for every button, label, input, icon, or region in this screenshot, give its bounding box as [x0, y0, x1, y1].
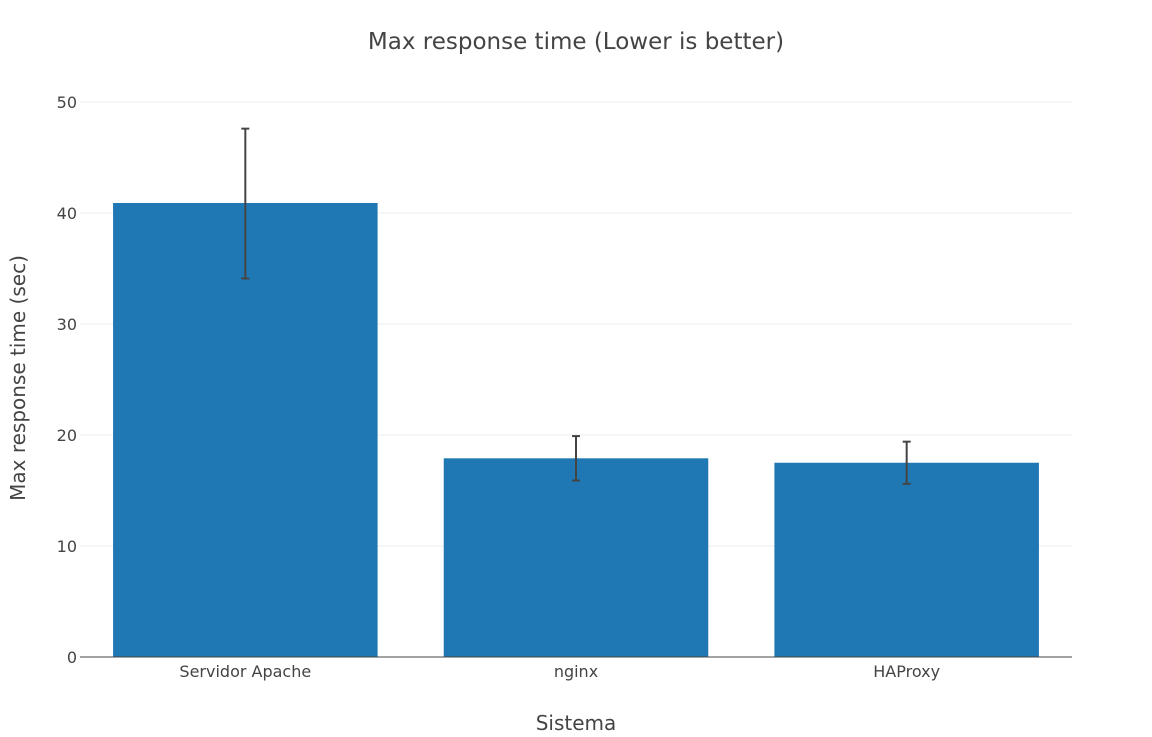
y-tick-label: 50	[57, 93, 77, 112]
x-tick-label: nginx	[554, 662, 598, 681]
x-tick-label: Servidor Apache	[179, 662, 311, 681]
y-axis-title: Max response time (sec)	[6, 255, 30, 501]
x-axis-title: Sistema	[536, 711, 617, 735]
y-tick-label: 0	[67, 648, 77, 667]
chart-title: Max response time (Lower is better)	[368, 29, 784, 55]
y-tick-label: 10	[57, 537, 77, 556]
error-bar	[902, 440, 911, 485]
y-tick-label: 20	[57, 426, 77, 445]
bar	[774, 462, 1039, 657]
error-bars	[241, 127, 911, 485]
x-tick-label: HAProxy	[873, 662, 940, 681]
x-tick-labels: Servidor Apache nginx HAProxy	[179, 662, 940, 681]
y-tick-labels: 0 10 20 30 40 50	[57, 93, 77, 667]
y-tick-label: 30	[57, 315, 77, 334]
error-bar	[572, 435, 580, 482]
y-tick-label: 40	[57, 204, 77, 223]
bars	[113, 203, 1039, 657]
bar	[443, 458, 709, 657]
error-bar	[241, 127, 250, 280]
